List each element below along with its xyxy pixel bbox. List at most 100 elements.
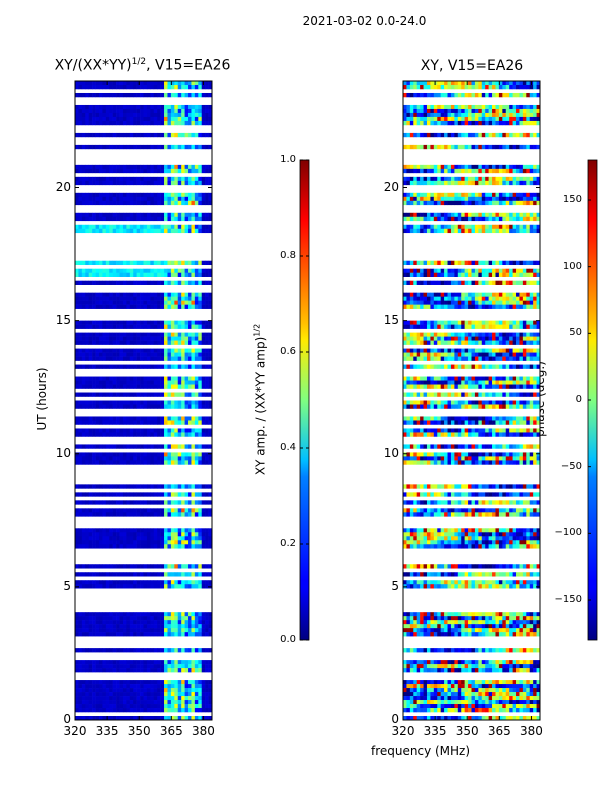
left-cell [157,292,161,297]
left-cell [143,616,148,621]
left-cell [174,444,179,449]
left-cell [105,500,110,505]
left-cell [167,164,172,170]
right-cell [423,92,428,98]
left-cell [116,612,120,617]
left-cell [143,392,148,397]
left-cell [92,164,96,170]
left-cell [205,120,209,126]
left-cell [198,484,203,489]
left-cell [81,684,86,689]
left-cell [85,364,89,369]
left-cell [143,164,148,170]
left-cell [143,216,148,222]
left-cell [136,660,141,665]
right-cell [481,112,486,118]
right-cell [474,260,479,266]
left-cell [205,292,209,297]
right-cell [464,224,469,230]
left-cell [143,224,148,230]
left-cell [184,116,189,122]
left-cell [126,112,131,118]
right-cell [413,352,417,357]
left-cell [75,508,79,513]
right-cell [403,228,407,234]
left-cell [129,268,134,273]
left-cell [208,212,213,218]
left-cell [153,364,158,369]
left-cell [146,584,151,589]
right-cell [437,116,441,122]
left-cell [167,668,172,673]
left-cell [164,528,168,533]
left-cell [174,460,179,465]
right-cell [522,340,527,345]
left-cell [146,492,151,497]
left-cell [136,572,141,577]
left-cell [109,116,113,122]
left-cell [184,268,189,273]
left-cell [188,404,192,409]
left-cell [136,272,141,277]
right-cell [533,304,537,309]
right-cell [420,200,424,206]
left-cell [184,120,189,126]
right-cell [502,176,507,182]
right-cell [416,268,421,273]
left-cell [170,648,175,653]
left-cell [95,624,100,629]
left-cell [75,260,79,266]
right-cell [471,348,476,353]
left-cell [88,144,93,150]
left-cell [205,164,209,170]
left-cell [174,272,179,277]
right-cell [420,260,424,266]
right-cell [471,176,476,182]
right-cell [457,280,462,285]
left-cell [194,384,199,389]
left-cell [174,572,179,577]
right-cell [526,112,531,118]
right-cell [437,224,441,230]
right-cell [423,332,428,337]
right-cell [492,224,496,230]
right-cell [522,196,527,202]
right-cell [464,192,469,198]
left-cell [140,700,144,705]
left-cell [167,81,172,86]
left-cell [109,108,113,114]
left-cell [208,116,213,122]
right-cell [481,200,486,206]
left-cell [146,664,151,669]
left-cell [177,404,182,409]
left-cell [157,392,161,397]
left-cell [102,616,107,621]
left-cell [88,528,93,533]
right-cell [433,144,438,150]
left-cell [184,536,189,541]
left-cell [191,228,196,234]
right-cell [529,364,534,369]
left-cell [194,420,199,425]
left-cell [75,692,79,697]
left-cell [150,452,155,457]
right-cell [468,380,472,385]
right-cell [426,304,431,309]
right-cell [536,132,541,138]
left-cell [116,212,120,218]
right-cell [430,144,435,150]
left-cell [174,564,179,569]
left-cell [85,484,89,489]
left-cell [194,356,199,361]
left-cell [160,376,165,381]
left-cell [92,104,96,110]
left-cell [153,392,158,397]
left-cell [170,428,175,433]
left-cell [92,268,96,273]
left-cell [92,572,96,577]
right-cell [485,332,489,337]
right-cell [474,280,479,285]
left-cell [205,260,209,266]
right-cell [516,200,520,206]
left-cell [129,296,134,301]
